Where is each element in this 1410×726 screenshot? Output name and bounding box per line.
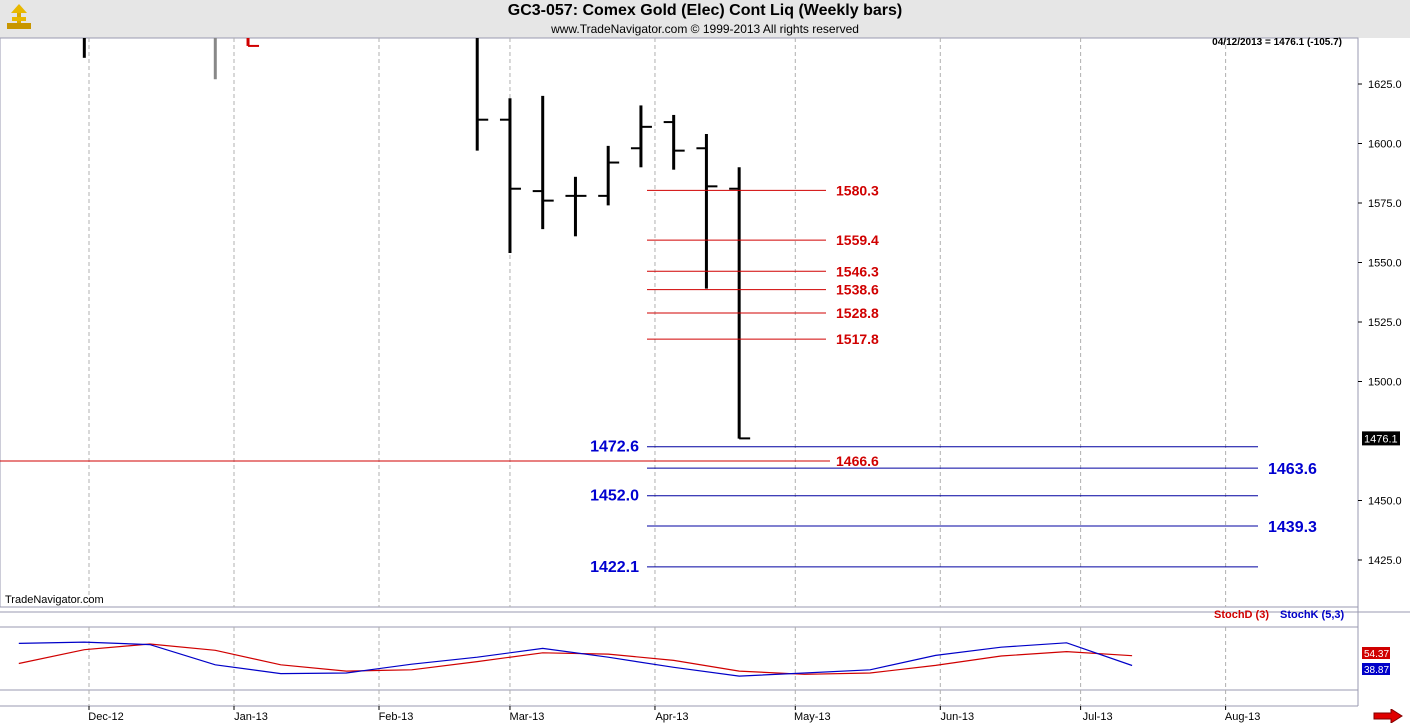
blue-level-label: 1463.6 bbox=[1268, 461, 1317, 478]
stochk-line bbox=[18, 641, 1133, 677]
chart-header: GC3-057: Comex Gold (Elec) Cont Liq (Wee… bbox=[0, 0, 1410, 38]
stochk-value-label: 38.87 bbox=[1364, 665, 1389, 676]
trade-navigator-logo-icon bbox=[7, 4, 31, 29]
red-level-label: 1538.6 bbox=[836, 282, 879, 298]
price-tick-label: 1575.0 bbox=[1368, 198, 1402, 210]
price-tick-label: 1450.0 bbox=[1368, 496, 1402, 508]
date-tick-label: Feb-13 bbox=[379, 711, 414, 723]
date-tick-label: Mar-13 bbox=[510, 711, 545, 723]
price-tick-label: 1550.0 bbox=[1368, 258, 1402, 270]
blue-level-label: 1472.6 bbox=[590, 439, 639, 456]
price-tick-label: 1625.0 bbox=[1368, 79, 1402, 91]
red-level-label: 1528.8 bbox=[836, 305, 879, 321]
blue-level-label: 1452.0 bbox=[590, 488, 639, 505]
price-tick-label: 1525.0 bbox=[1368, 317, 1402, 329]
scroll-right-arrow-icon[interactable] bbox=[1373, 709, 1403, 723]
date-tick-label: Aug-13 bbox=[1225, 711, 1260, 723]
red-level-label: 1559.4 bbox=[836, 232, 879, 248]
date-tick-label: Apr-13 bbox=[655, 711, 688, 723]
red-level-label: 1517.8 bbox=[836, 331, 879, 347]
stochd-line bbox=[18, 643, 1133, 675]
last-price-info: 04/12/2013 = 1476.1 (-105.7) bbox=[1212, 37, 1342, 48]
red-level-label: 1580.3 bbox=[836, 182, 879, 198]
blue-level-label: 1439.3 bbox=[1268, 519, 1317, 536]
chart-subtitle: www.TradeNavigator.com © 1999-2013 All r… bbox=[551, 22, 859, 36]
red-level-label: 1466.6 bbox=[836, 453, 879, 469]
date-tick-label: Dec-12 bbox=[88, 711, 123, 723]
date-tick-label: Jul-13 bbox=[1083, 711, 1113, 723]
price-tick-label: 1425.0 bbox=[1368, 555, 1402, 567]
last-price-label: 1476.1 bbox=[1364, 433, 1398, 445]
price-tick-label: 1600.0 bbox=[1368, 139, 1402, 151]
last-price-box bbox=[1362, 431, 1400, 446]
watermark-label: TradeNavigator.com bbox=[5, 594, 104, 606]
stochk-value-box bbox=[1362, 663, 1390, 675]
chart-title: GC3-057: Comex Gold (Elec) Cont Liq (Wee… bbox=[507, 2, 903, 19]
price-tick-label: 1500.0 bbox=[1368, 377, 1402, 389]
price-pane-frame bbox=[0, 37, 1359, 608]
date-tick-label: Jan-13 bbox=[234, 711, 268, 723]
date-tick-label: May-13 bbox=[794, 711, 831, 723]
stochd-value-box bbox=[1362, 647, 1390, 659]
blue-level-label: 1422.1 bbox=[590, 559, 639, 576]
stochd-value-label: 54.37 bbox=[1364, 649, 1389, 660]
stochk-legend: StochK (5,3) bbox=[1280, 609, 1345, 621]
red-level-label: 1546.3 bbox=[836, 263, 879, 279]
date-tick-label: Jun-13 bbox=[940, 711, 974, 723]
stochd-legend: StochD (3) bbox=[1214, 609, 1269, 621]
